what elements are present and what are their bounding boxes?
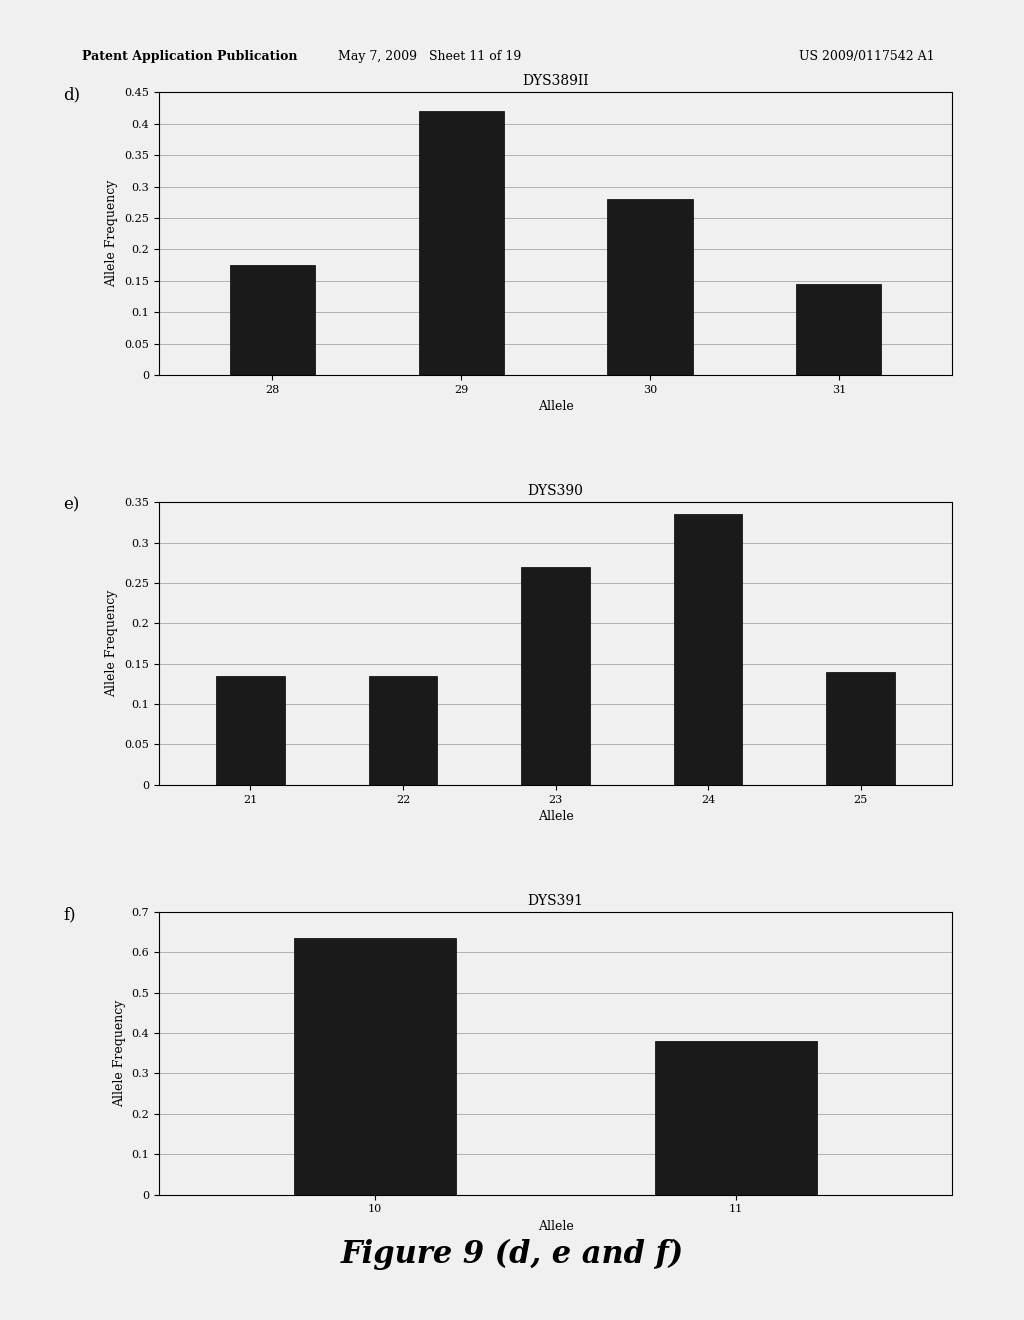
Bar (674, 515, 742, 785)
Bar (216, 676, 285, 785)
Bar (521, 566, 590, 785)
Text: d): d) (63, 87, 81, 104)
Bar (294, 939, 457, 1195)
Text: e): e) (63, 496, 80, 513)
Text: Patent Application Publication: Patent Application Publication (82, 50, 297, 63)
Bar (654, 1041, 817, 1195)
X-axis label: Allele: Allele (538, 1220, 573, 1233)
Text: f): f) (63, 907, 76, 923)
Title: DYS390: DYS390 (527, 484, 584, 498)
Bar (229, 265, 314, 375)
Title: DYS389II: DYS389II (522, 74, 589, 88)
Text: US 2009/0117542 A1: US 2009/0117542 A1 (799, 50, 934, 63)
Text: May 7, 2009   Sheet 11 of 19: May 7, 2009 Sheet 11 of 19 (339, 50, 521, 63)
X-axis label: Allele: Allele (538, 400, 573, 413)
Y-axis label: Allele Frequency: Allele Frequency (105, 180, 119, 288)
Text: Figure 9 (d, e and f): Figure 9 (d, e and f) (340, 1238, 684, 1270)
Bar (607, 199, 692, 375)
Bar (826, 672, 895, 785)
Title: DYS391: DYS391 (527, 894, 584, 908)
Y-axis label: Allele Frequency: Allele Frequency (113, 999, 126, 1107)
X-axis label: Allele: Allele (538, 810, 573, 824)
Bar (419, 111, 504, 375)
Y-axis label: Allele Frequency: Allele Frequency (105, 590, 119, 697)
Bar (369, 676, 437, 785)
Bar (797, 284, 882, 375)
